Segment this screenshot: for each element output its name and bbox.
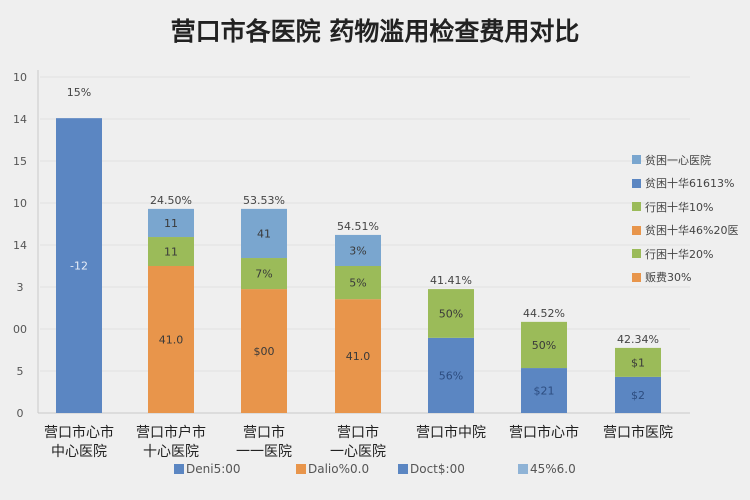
bar-segment: [335, 266, 381, 300]
legend-item: 贫困十华61613%: [632, 172, 738, 196]
bar-segment: [241, 208, 287, 259]
legend-item: 贩费30%: [632, 266, 738, 290]
x-tick-label: 十心医院: [143, 444, 199, 460]
bar-segment: [615, 347, 661, 377]
x-tick-label: 一一医院: [236, 444, 292, 460]
legend-swatch: [632, 225, 641, 235]
total-label: 24.50%: [150, 194, 192, 207]
data-label: $2: [631, 389, 645, 402]
x-tick-label: 营口市心市: [44, 424, 114, 441]
x-tick-label: 营口市医院: [603, 424, 673, 441]
x-tick-label: 中心医院: [51, 444, 107, 460]
bottom-legend-item: 45%6.0: [518, 462, 576, 476]
y-tick-label: 15: [13, 155, 27, 168]
total-label: 15%: [67, 86, 91, 99]
x-tick-label: 营口市: [337, 424, 379, 441]
y-tick-label: 10: [13, 71, 27, 84]
y-tick-label: 0: [17, 407, 24, 420]
y-tick-label: 14: [13, 239, 27, 252]
bar-segment: [335, 299, 381, 413]
legend-item: 贫困一心医院: [632, 148, 738, 172]
x-tick-label: 营口市户市: [136, 424, 206, 441]
bottom-legend-item: Deni5:00: [174, 462, 241, 476]
data-label: 11: [164, 217, 178, 230]
legend-label: Deni5:00: [186, 462, 241, 476]
legend-label: 行困十华20%: [645, 247, 714, 261]
total-label: 42.34%: [617, 333, 659, 346]
legend-swatch: [632, 272, 641, 282]
legend-label: 贫困十华46%20医: [645, 224, 739, 238]
x-tick-label: 营口市: [243, 424, 285, 441]
bar-segment: [428, 289, 474, 338]
bar-segment: [148, 266, 194, 413]
bar-segment: [56, 118, 102, 413]
bar-segment: [335, 234, 381, 266]
legend-item: 贫困十华46%20医: [632, 219, 738, 243]
data-label: $1: [631, 356, 645, 369]
bar-segment: [428, 337, 474, 413]
data-label: 7%: [255, 268, 272, 281]
data-label: 50%: [532, 339, 556, 352]
data-label: 3%: [349, 244, 366, 257]
total-label: 41.41%: [430, 274, 472, 287]
data-label: 41.0: [346, 350, 371, 363]
legend-label: 行困十华10%: [645, 200, 714, 214]
legend-label: 贫困一心医院: [645, 153, 711, 167]
y-tick-label: 00: [13, 323, 27, 336]
data-label: 56%: [439, 369, 463, 382]
y-tick-label: 3: [17, 281, 24, 294]
legend-swatch: [632, 178, 641, 188]
legend-item: 行困十华20%: [632, 242, 738, 266]
legend-swatch: [174, 464, 184, 474]
chart-title: 营口市各医院 药物滥用检查费用对比: [170, 17, 580, 46]
bar-segment: [521, 368, 567, 413]
legend-label: Dalio%0.0: [308, 462, 370, 476]
y-tick-label: 14: [13, 113, 27, 126]
data-label: 41: [257, 227, 271, 240]
x-tick-label: 营口市心市: [509, 424, 579, 441]
bottom-legend-item: Doct$:00: [398, 462, 465, 476]
bar-segment: [241, 289, 287, 413]
legend-swatch: [398, 464, 408, 474]
data-label: -12: [70, 260, 88, 273]
bar-segment: [148, 237, 194, 266]
data-label: 41.0: [159, 334, 184, 347]
legend-swatch: [632, 249, 641, 259]
legend-label: 贩费30%: [645, 271, 692, 285]
data-label: 5%: [349, 277, 366, 290]
legend-label: Doct$:00: [410, 462, 465, 476]
x-tick-label: 营口市中院: [416, 424, 486, 441]
y-tick-label: 5: [17, 365, 24, 378]
legend-item: 行困十华10%: [632, 195, 738, 219]
legend-label: 贫困十华61613%: [645, 177, 735, 191]
legend-swatch: [632, 202, 641, 212]
data-label: 11: [164, 246, 178, 259]
data-label: 50%: [439, 307, 463, 320]
legend-label: 45%6.0: [530, 462, 576, 476]
legend-swatch: [296, 464, 306, 474]
legend-swatch: [518, 464, 528, 474]
total-label: 53.53%: [243, 194, 285, 207]
bar-segment: [521, 321, 567, 369]
total-label: 44.52%: [523, 307, 565, 320]
x-tick-label: 一心医院: [330, 444, 386, 460]
bar-segment: [148, 208, 194, 238]
data-label: $21: [534, 385, 555, 398]
data-label: $00: [254, 345, 275, 358]
bar-segment: [241, 258, 287, 290]
bottom-legend-item: Dalio%0.0: [296, 462, 369, 476]
total-label: 54.51%: [337, 220, 379, 233]
legend-swatch: [632, 155, 641, 165]
legend-right: 贫困一心医院贫困十华61613% 行困十华10% 贫困十华46%20医 行困十华20%…: [632, 148, 738, 289]
bar-segment: [615, 376, 661, 413]
y-tick-label: 10: [13, 197, 27, 210]
